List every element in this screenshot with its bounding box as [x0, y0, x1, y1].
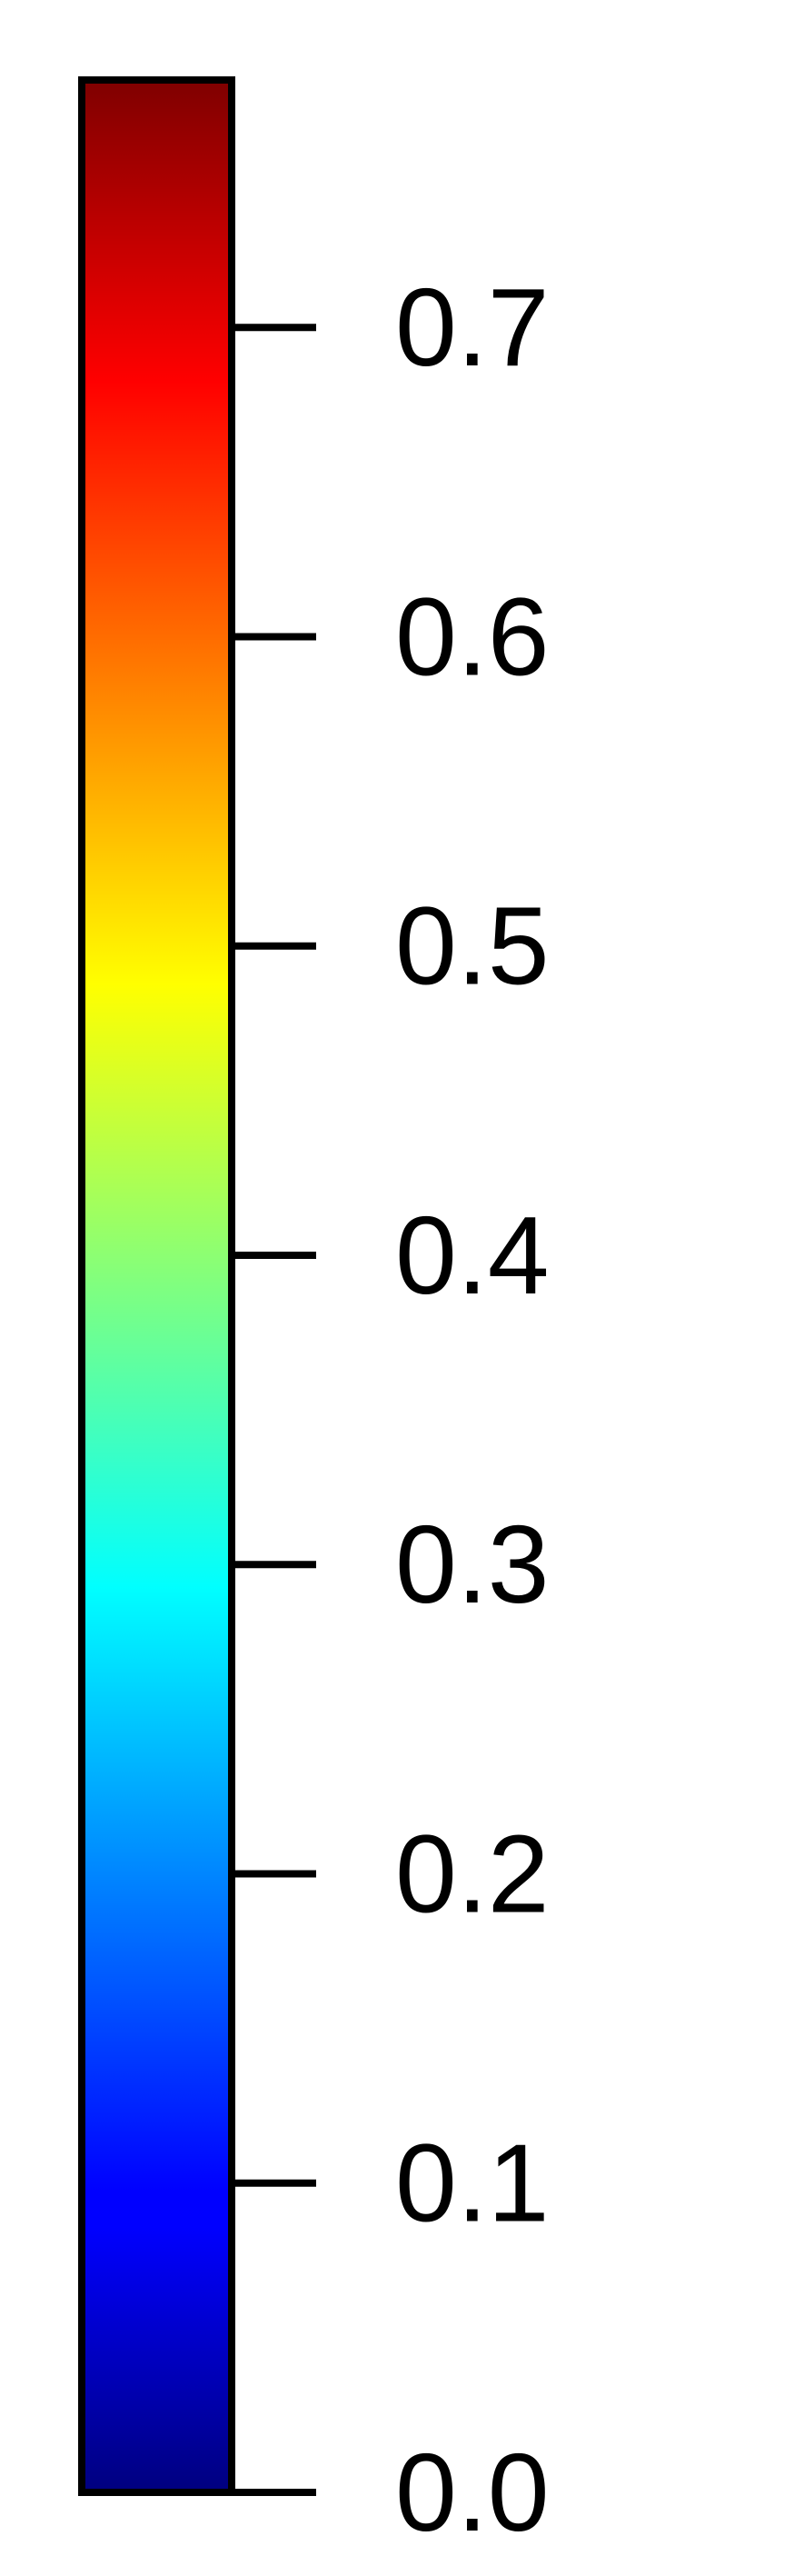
colorbar-gradient [82, 80, 232, 2492]
tick-label: 0.7 [395, 265, 550, 389]
tick-label: 0.6 [395, 574, 550, 698]
tick-label: 0.3 [395, 1503, 550, 1626]
tick-label: 0.0 [395, 2431, 550, 2554]
tick-group: 0.0 0.1 0.2 0.3 0.4 0.5 0.6 0.7 [232, 265, 550, 2554]
colorbar-outline [78, 76, 235, 2496]
tick-label: 0.2 [395, 1812, 550, 1935]
tick-label: 0.4 [395, 1193, 550, 1317]
tick-label: 0.5 [395, 884, 550, 1008]
tick-label: 0.1 [395, 2122, 550, 2245]
